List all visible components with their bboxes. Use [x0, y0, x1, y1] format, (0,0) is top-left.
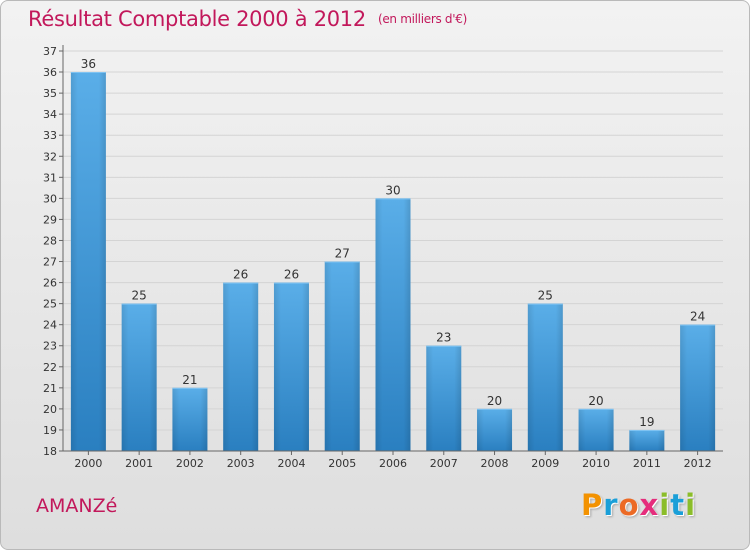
bar-shade [477, 408, 513, 451]
proxiti-logo: Proxiti [581, 488, 696, 528]
bar-shade [629, 429, 665, 451]
y-tick-label: 26 [43, 277, 57, 290]
y-tick-label: 19 [43, 424, 57, 437]
bar-shade [70, 72, 106, 451]
bar-shade [426, 345, 462, 451]
bar-value-label: 25 [538, 289, 553, 303]
x-tick-label: 2011 [633, 457, 661, 470]
x-tick-label: 2012 [684, 457, 712, 470]
y-tick-label: 21 [43, 382, 57, 395]
bar-value-label: 27 [335, 247, 350, 261]
y-tick-label: 24 [43, 319, 57, 332]
bar-value-label: 36 [81, 57, 96, 71]
logo-letter: i [685, 488, 697, 522]
y-tick-label: 32 [43, 150, 57, 163]
bar-shade [578, 408, 614, 451]
bar-value-label: 26 [233, 268, 248, 282]
chart-title-text: Résultat Comptable 2000 à 2012 [28, 7, 366, 31]
y-tick-label: 33 [43, 129, 57, 142]
y-tick-label: 30 [43, 192, 57, 205]
logo-letter: t [670, 488, 686, 522]
bar-shade [680, 324, 716, 451]
bar-shade [527, 303, 563, 451]
bar-value-label: 20 [588, 394, 603, 408]
x-tick-label: 2009 [531, 457, 559, 470]
y-tick-label: 18 [43, 445, 57, 458]
y-tick-label: 28 [43, 234, 57, 247]
y-tick-label: 34 [43, 108, 57, 121]
bar-shade [324, 261, 360, 451]
logo-letter: P [581, 488, 604, 522]
bar-value-label: 21 [182, 373, 197, 387]
y-tick-label: 36 [43, 66, 57, 79]
x-tick-label: 2004 [277, 457, 305, 470]
x-tick-label: 2008 [481, 457, 509, 470]
bar-shade [121, 303, 157, 451]
bar-value-label: 20 [487, 394, 502, 408]
logo-letter: o [618, 488, 640, 522]
y-tick-label: 37 [43, 45, 57, 58]
y-tick-label: 25 [43, 298, 57, 311]
chart-title: Résultat Comptable 2000 à 2012 (en millie… [28, 7, 467, 31]
bar-value-label: 26 [284, 268, 299, 282]
bar-value-label: 23 [436, 331, 451, 345]
bar-shade [273, 282, 309, 451]
x-tick-label: 2001 [125, 457, 153, 470]
bar-value-label: 19 [639, 415, 654, 429]
x-tick-label: 2002 [176, 457, 204, 470]
x-tick-label: 2007 [430, 457, 458, 470]
x-tick-label: 2003 [227, 457, 255, 470]
bar-shade [375, 198, 411, 451]
y-tick-label: 22 [43, 361, 57, 374]
logo-letter: x [639, 488, 660, 522]
y-tick-label: 29 [43, 213, 57, 226]
x-tick-label: 2000 [74, 457, 102, 470]
bar-value-label: 24 [690, 310, 705, 324]
bar-value-label: 30 [385, 183, 400, 197]
x-tick-label: 2006 [379, 457, 407, 470]
commune-name: AMANZé [36, 495, 118, 517]
chart-subtitle: (en milliers d'€) [377, 12, 467, 26]
x-tick-label: 2005 [328, 457, 356, 470]
logo-letter: i [659, 488, 671, 522]
y-tick-label: 20 [43, 403, 57, 416]
x-tick-label: 2010 [582, 457, 610, 470]
y-tick-label: 31 [43, 171, 57, 184]
bar-value-label: 25 [132, 289, 147, 303]
logo-letter: r [603, 488, 619, 522]
y-tick-label: 35 [43, 87, 57, 100]
y-tick-label: 27 [43, 256, 57, 269]
bar-shade [172, 387, 208, 451]
y-tick-label: 23 [43, 340, 57, 353]
bar-shade [223, 282, 259, 451]
